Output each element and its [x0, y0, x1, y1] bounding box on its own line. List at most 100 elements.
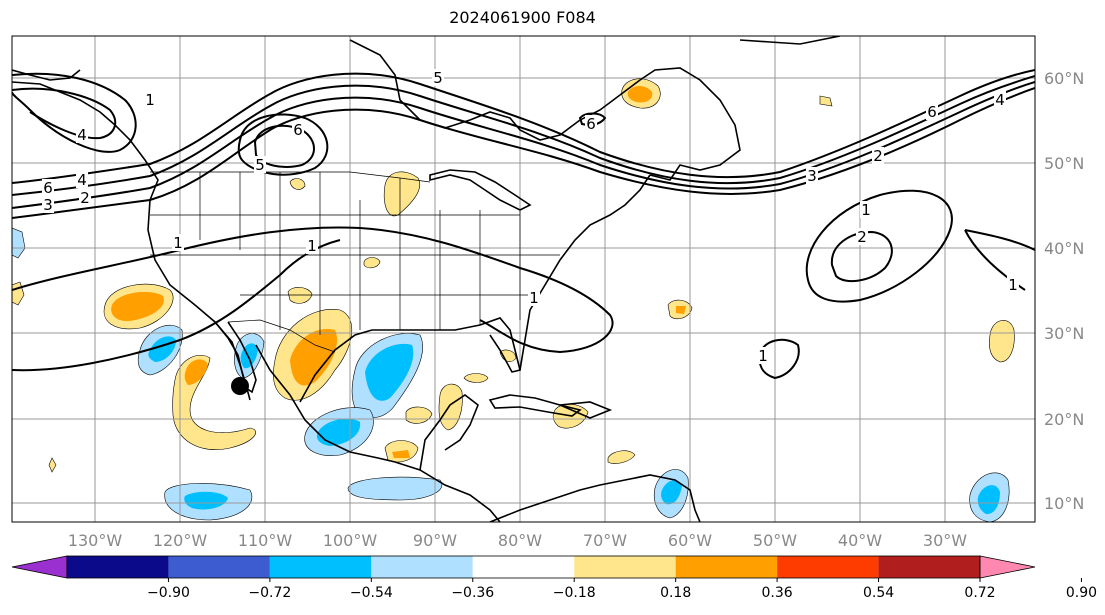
contour-label-bg [42, 196, 54, 213]
contour-label-bg [872, 147, 884, 164]
anomaly-gulf-blue-core [365, 343, 414, 401]
contour-jet-3 [12, 75, 1035, 196]
greenland-south [739, 36, 841, 45]
longitude-label: 80°W [498, 531, 542, 550]
longitude-labels: 130°W 120°W 110°W 100°W 90°W 80°W 70°W 60°W 50°W… [68, 531, 967, 550]
longitude-label: 60°W [668, 531, 712, 550]
colorbar-extend-max [979, 555, 1036, 579]
baja-peninsula [214, 321, 257, 394]
contour-label: 1 [307, 237, 317, 255]
colorbar-segment [472, 556, 575, 578]
longitude-label: 120°W [153, 531, 208, 550]
colorbar-segment [777, 556, 879, 578]
colorbar-label: 0.72 [964, 585, 995, 601]
anomaly-venezuela-blue-core [661, 480, 682, 505]
contour-label-bg [76, 171, 88, 188]
shaded-anomalies [12, 78, 1015, 522]
contour-label-bg [856, 228, 868, 245]
colorbar-segment [574, 556, 676, 578]
contour-label: 5 [433, 69, 443, 87]
anomaly-greenland-patch [819, 95, 833, 107]
contour-label-bg [757, 347, 769, 364]
anomaly-equator-blue-core [184, 491, 228, 510]
contour-label-bg [292, 121, 304, 138]
anomaly-pacific-south-blue [347, 476, 443, 501]
longitude-label: 90°W [413, 531, 457, 550]
contour-jet-2 [12, 81, 1035, 209]
anomaly-pacific-dot [48, 457, 57, 473]
contour-label: 1 [145, 91, 155, 109]
contour-label-bg [172, 234, 184, 251]
contour-label-bg [806, 167, 818, 184]
us-canada-border [150, 171, 431, 183]
contour-jet-1 [12, 87, 1035, 219]
anomaly-venezuela [607, 450, 636, 464]
political-borders [150, 171, 560, 353]
latitude-labels: 60°N 50°N 40°N 30°N 20°N 10°N [1044, 69, 1084, 513]
contour-label: 4 [995, 91, 1005, 109]
anomaly-gulf-east [438, 383, 463, 431]
storm-marker [231, 377, 249, 395]
plot-frame [11, 35, 1036, 523]
contour-label: 3 [43, 196, 53, 214]
contour-label-bg [432, 69, 444, 86]
latitude-label: 20°N [1044, 410, 1084, 429]
contour-label: 5 [255, 156, 265, 174]
great-lakes [429, 169, 532, 211]
anomaly-left-blue [12, 227, 26, 259]
colorbar-segment [675, 556, 778, 578]
anomaly-montana [289, 178, 306, 190]
anomaly-yucatan [405, 406, 433, 424]
contour-label: 4 [77, 171, 87, 189]
contour-label-bg [79, 189, 91, 206]
contour-low-nw-2 [253, 124, 315, 168]
yucatan [419, 394, 479, 471]
anomaly-atlantic-blue-core [977, 485, 1000, 515]
anomaly-atlantic-east [989, 320, 1015, 363]
contour-small-low [758, 338, 800, 380]
contour-label: 6 [586, 115, 596, 133]
hispaniola [556, 401, 613, 419]
coastlines [12, 36, 841, 522]
contour-label-bg [144, 91, 156, 108]
anomaly-pacific-arc-core [184, 359, 208, 385]
longitude-label: 110°W [238, 531, 293, 550]
anomaly-left-edge [12, 281, 25, 306]
contour-label: 2 [873, 147, 883, 165]
contour-label: 1 [1008, 276, 1018, 294]
south-america-north [489, 474, 701, 522]
colorbar-label: −0.90 [147, 585, 190, 601]
colorbar-frame [66, 555, 981, 579]
contour-label: 1 [758, 347, 768, 365]
plot-title: 2024061900 F084 [449, 8, 596, 27]
latitude-label: 50°N [1044, 154, 1084, 173]
latitude-label: 30°N [1044, 324, 1084, 343]
contour-labels: 1 1 1 1 1 1 1 2 2 2 3 3 4 4 4 5 5 6 6 6 6 [42, 69, 1019, 365]
contour-label: 6 [293, 121, 303, 139]
longitude-label: 30°W [923, 531, 967, 550]
contour-label-bg [994, 91, 1006, 108]
anomaly-mexico-south-blue-core [316, 418, 361, 446]
anomaly-guatemala-core [392, 450, 410, 458]
contour-label: 3 [807, 167, 817, 185]
gulf-of-mexico-coast [299, 317, 521, 403]
contour-label: 6 [43, 179, 53, 197]
contour-atlantic-high-2 [830, 230, 893, 283]
longitude-label: 50°W [753, 531, 797, 550]
labrador-coast [619, 67, 741, 181]
colorbar-segment [371, 556, 473, 578]
contour-label-bg [1007, 276, 1019, 293]
contour-atlantic-high-1 [805, 189, 953, 303]
contour-label-bg [926, 103, 938, 120]
contour-1-subtropical [12, 226, 614, 354]
us-mexico-border [227, 319, 336, 353]
state-lines-west [199, 172, 361, 335]
colorbar-label: −0.36 [451, 585, 494, 601]
colorbar-segment [168, 556, 270, 578]
anomaly-mexico-plateau-core [290, 329, 338, 386]
colorbar-label: 0.54 [863, 585, 894, 601]
contour-jet-4 [12, 69, 1035, 184]
colorbar-label: 0.90 [1066, 585, 1097, 601]
colorbar-segment [878, 556, 980, 578]
